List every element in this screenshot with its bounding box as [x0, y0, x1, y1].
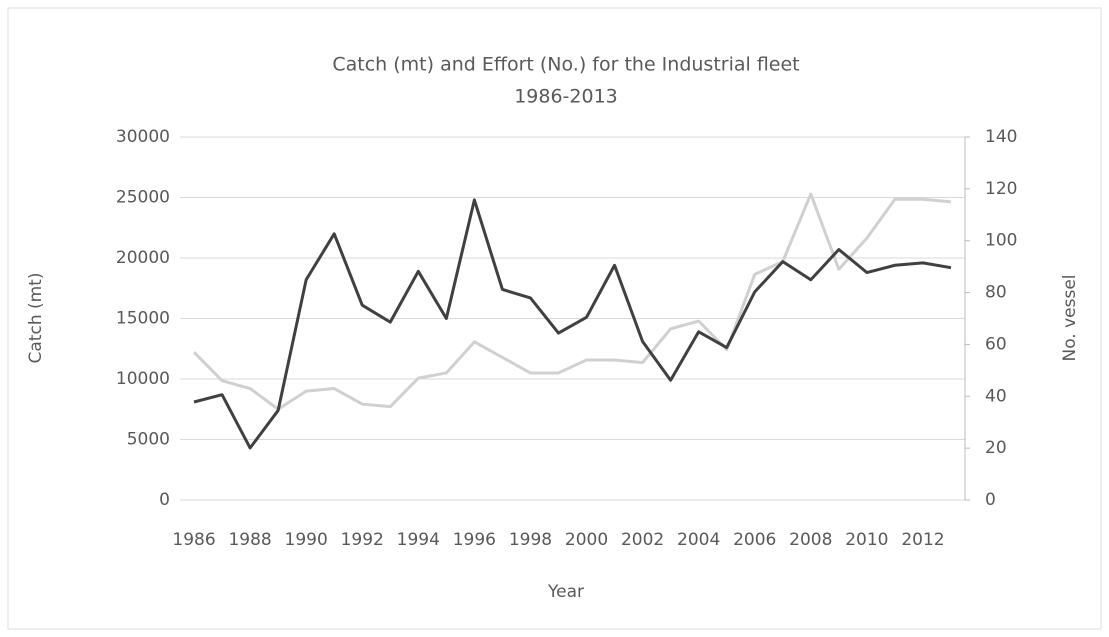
x-tick-label: 2006	[733, 530, 776, 550]
y-tick-label: 5000	[127, 430, 170, 450]
data-line	[193, 198, 952, 450]
x-tick-label: 1992	[341, 530, 384, 550]
chart-subtitle: 1986-2013	[514, 86, 618, 108]
y-tick-label: 25000	[116, 188, 170, 208]
x-tick-label: 1998	[509, 530, 552, 550]
x-tick-label: 2010	[845, 530, 888, 550]
y2-tick-label: 140	[985, 127, 1017, 147]
y2-axis-label: No. vessel	[1060, 274, 1080, 361]
x-tick-label: 1990	[285, 530, 328, 550]
x-axis-label: Year	[547, 582, 584, 602]
x-tick-label: 1988	[228, 530, 271, 550]
data-line	[192, 192, 952, 411]
y-tick-label: 20000	[116, 248, 170, 268]
x-tick-label: 2000	[565, 530, 608, 550]
y2-tick-label: 60	[985, 334, 1007, 354]
x-tick-label: 2004	[677, 530, 720, 550]
x-tick-label: 1994	[397, 530, 440, 550]
y2-tick-label: 120	[985, 179, 1017, 199]
y-tick-label: 15000	[116, 309, 170, 329]
y2-tick-label: 100	[985, 231, 1017, 251]
x-tick-label: 2008	[789, 530, 832, 550]
x-tick-label: 2012	[901, 530, 944, 550]
x-tick-label: 1996	[453, 530, 496, 550]
y2-tick-label: 40	[985, 386, 1007, 406]
x-tick-label: 2002	[621, 530, 664, 550]
chart-title: Catch (mt) and Effort (No.) for the Indu…	[332, 54, 799, 76]
y2-tick-label: 0	[985, 490, 996, 510]
y-tick-label: 0	[159, 490, 170, 510]
y-axis-label: Catch (mt)	[26, 273, 46, 364]
x-tick-label: 1986	[172, 530, 215, 550]
y2-tick-label: 20	[985, 438, 1007, 458]
y-tick-label: 30000	[116, 127, 170, 147]
y-tick-label: 10000	[116, 369, 170, 389]
y2-tick-label: 80	[985, 283, 1007, 303]
